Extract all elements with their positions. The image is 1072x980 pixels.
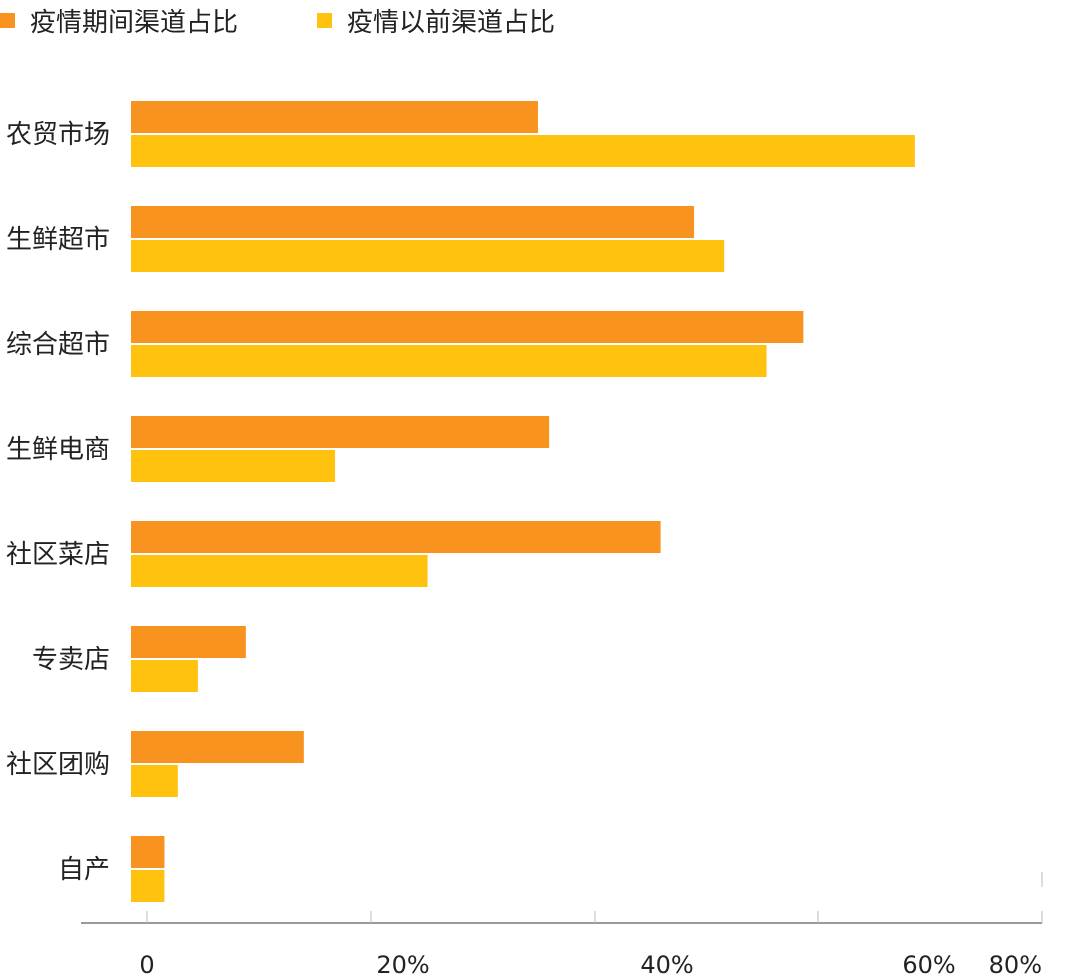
legend: 疫情期间渠道占比 疫情以前渠道占比 <box>0 8 555 38</box>
category-label-4: 社区菜店 <box>6 540 110 570</box>
x-tick-label-4: 80% <box>989 951 1042 979</box>
x-axis: 0 20% 40% 60% 80% <box>81 872 1043 979</box>
legend-swatch-during <box>0 13 15 28</box>
bar-before-5 <box>131 660 198 692</box>
category-label-1: 生鲜超市 <box>6 225 110 255</box>
legend-swatch-before <box>317 13 332 28</box>
bar-during-5 <box>131 626 246 658</box>
bar-during-7 <box>131 836 165 868</box>
bar-during-6 <box>131 731 304 763</box>
bar-before-1 <box>131 240 725 272</box>
category-label-0: 农贸市场 <box>6 120 110 150</box>
legend-label-during: 疫情期间渠道占比 <box>30 8 238 38</box>
bar-during-2 <box>131 311 804 343</box>
x-tick-label-0: 0 <box>139 951 154 979</box>
category-label-6: 社区团购 <box>6 750 110 780</box>
bar-before-2 <box>131 345 767 377</box>
bar-during-3 <box>131 416 550 448</box>
bar-before-0 <box>131 135 915 167</box>
category-label-5: 专卖店 <box>32 645 110 675</box>
x-tick-label-1: 20% <box>376 951 429 979</box>
bar-during-1 <box>131 206 695 238</box>
category-label-3: 生鲜电商 <box>6 435 110 465</box>
bar-before-4 <box>131 555 428 587</box>
bar-during-4 <box>131 521 661 553</box>
bar-before-3 <box>131 450 336 482</box>
category-label-2: 综合超市 <box>6 330 110 360</box>
bar-during-0 <box>131 101 538 133</box>
category-label-7: 自产 <box>58 855 110 885</box>
bar-before-6 <box>131 765 178 797</box>
x-tick-label-2: 40% <box>640 951 693 979</box>
bar-before-7 <box>131 870 165 902</box>
x-tick-label-3: 60% <box>902 951 955 979</box>
legend-label-before: 疫情以前渠道占比 <box>347 8 555 38</box>
bar-series-group <box>131 101 915 902</box>
